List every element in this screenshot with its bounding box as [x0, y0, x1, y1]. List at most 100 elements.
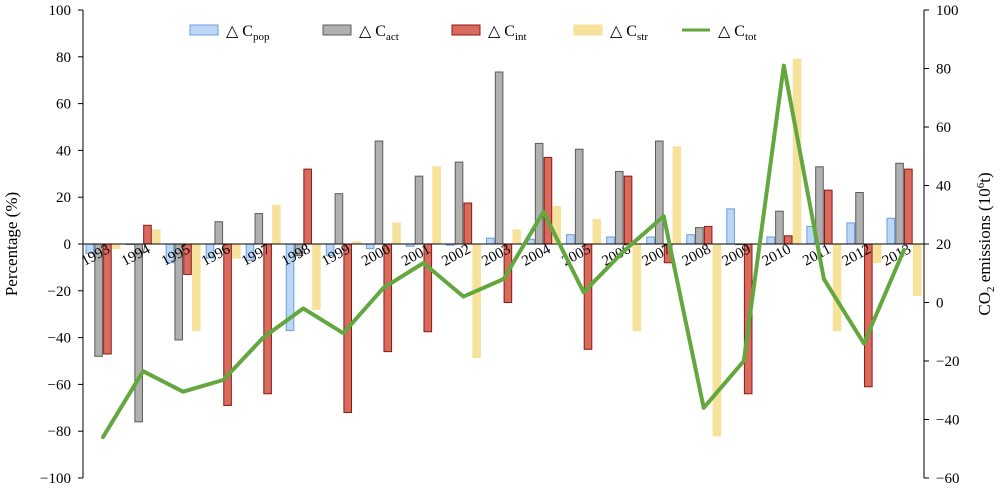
axes [78, 9, 929, 479]
bar-act-1999 [334, 193, 344, 245]
bar-act-1997 [254, 213, 264, 245]
left-tick-label: 100 [49, 3, 72, 19]
legend-label-subscript: str [637, 31, 648, 43]
bar-str-2005 [592, 218, 602, 245]
category-label-1998: 1998 [279, 241, 313, 269]
bar-str-1997 [272, 204, 281, 245]
legend-label-subscript: act [386, 31, 399, 43]
legend: △ Cpop △ Cact △ Cint △ Cstr △ Ctot [189, 23, 757, 43]
legend-label-tot: △ Ctot [718, 23, 757, 43]
legend-label-subscript: pop [253, 31, 270, 43]
bar-pop-2008 [686, 234, 695, 245]
line-series-tot [101, 63, 906, 440]
bar-act-2012 [855, 192, 864, 245]
bar-pop-2009 [726, 208, 735, 245]
legend-label-subscript: tot [745, 31, 757, 43]
left-tick-label: 40 [56, 143, 71, 159]
right-tick-label: 0 [936, 296, 944, 312]
right-tick-label: 20 [936, 237, 951, 253]
right-tick-label: 40 [936, 179, 951, 195]
bar-str-1993 [111, 243, 121, 250]
right-tick-label: −40 [936, 413, 959, 429]
bar-str-2000 [392, 222, 401, 245]
category-label-2002: 2002 [439, 241, 473, 269]
bar-act-2013 [895, 162, 904, 245]
legend-label-main: △ C [226, 23, 253, 40]
legend-swatch-pop [189, 24, 219, 36]
bar-int-1993 [103, 243, 112, 355]
bar-act-2001 [414, 175, 424, 245]
left-tick-label: −60 [48, 377, 71, 393]
bar-str-1998 [312, 243, 321, 311]
legend-label-subscript: int [515, 31, 527, 43]
left-tick-labels: 100 80 60 40 20 0 −20 −40 −60 −80 −100 [40, 3, 71, 487]
legend-label-str: △ Cstr [610, 23, 648, 43]
bar-int-2002 [463, 202, 473, 245]
bar-act-2005 [574, 148, 584, 245]
bar-str-2007 [672, 146, 682, 245]
bar-act-2008 [695, 227, 704, 245]
legend-label-pop: △ Cpop [226, 23, 270, 43]
bar-act-1994 [134, 243, 143, 423]
bar-act-2000 [374, 140, 384, 245]
legend-swatch-act [322, 24, 352, 36]
bar-int-1997 [263, 243, 272, 395]
bar-int-2006 [623, 175, 633, 245]
left-tick-label: −40 [48, 331, 71, 347]
bar-act-2004 [534, 142, 544, 245]
bar-str-1994 [151, 229, 161, 245]
left-tick-label: −100 [40, 471, 71, 487]
bar-act-2006 [614, 170, 624, 245]
legend-label-main: △ C [359, 23, 386, 40]
right-tick-label: 100 [936, 3, 959, 19]
bar-pop-2005 [566, 234, 575, 245]
line-layer [101, 63, 906, 440]
legend-label-main: △ C [610, 23, 637, 40]
legend-label-main: △ C [488, 23, 515, 40]
legend-label-act: △ Cact [359, 23, 399, 43]
bar-str-2012 [872, 243, 882, 264]
bar-int-1996 [223, 243, 232, 406]
bar-pop-2013 [886, 217, 896, 245]
bar-int-2004 [543, 156, 553, 245]
left-tick-label: 60 [56, 97, 71, 113]
y2-title-prefix: CO [975, 292, 994, 316]
y2-title-sup: 6 [975, 182, 987, 188]
right-tick-label: 60 [936, 120, 951, 136]
category-label-2008: 2008 [680, 241, 714, 269]
right-tick-label: −20 [936, 354, 959, 370]
bar-str-2003 [512, 229, 522, 245]
left-tick-label: 20 [56, 190, 71, 206]
legend-swatch-int [451, 24, 481, 36]
category-label-2010: 2010 [760, 241, 794, 269]
bar-int-2012 [864, 243, 873, 388]
bar-pop-2010 [766, 236, 775, 245]
bar-int-2000 [383, 243, 393, 353]
right-tick-label: −60 [936, 471, 959, 487]
y2-axis-title: CO2 emissions (106t) [975, 172, 997, 315]
bar-int-2013 [904, 168, 913, 245]
left-tick-label: −80 [48, 424, 71, 440]
right-tick-label: 80 [936, 62, 951, 78]
category-labels: 1993 1994 1995 1996 1997 1998 1999 2000 2001 2002… [79, 241, 914, 269]
bar-str-2002 [472, 243, 481, 358]
y2-title-middle: emissions (10 [975, 188, 994, 286]
left-tick-label: 80 [56, 50, 71, 66]
bar-pop-2006 [606, 236, 615, 245]
bar-str-2001 [432, 166, 441, 245]
legend-label-int: △ Cint [488, 23, 527, 43]
bar-act-2010 [775, 210, 784, 245]
y2-title-sub: 2 [985, 287, 997, 293]
bar-act-2002 [454, 161, 464, 245]
left-tick-label: 0 [64, 237, 72, 253]
bar-pop-2012 [846, 222, 856, 245]
bar-act-2007 [654, 140, 664, 245]
bar-int-2011 [823, 189, 833, 245]
bar-str-2008 [712, 243, 722, 437]
legend-label-main: △ C [718, 23, 745, 40]
left-tick-label: −20 [48, 284, 71, 300]
right-tick-labels: 100 80 60 40 20 0 −20 −40 −60 [936, 3, 959, 487]
y2-title-suffix: t) [975, 172, 994, 182]
bar-int-1998 [303, 168, 312, 245]
